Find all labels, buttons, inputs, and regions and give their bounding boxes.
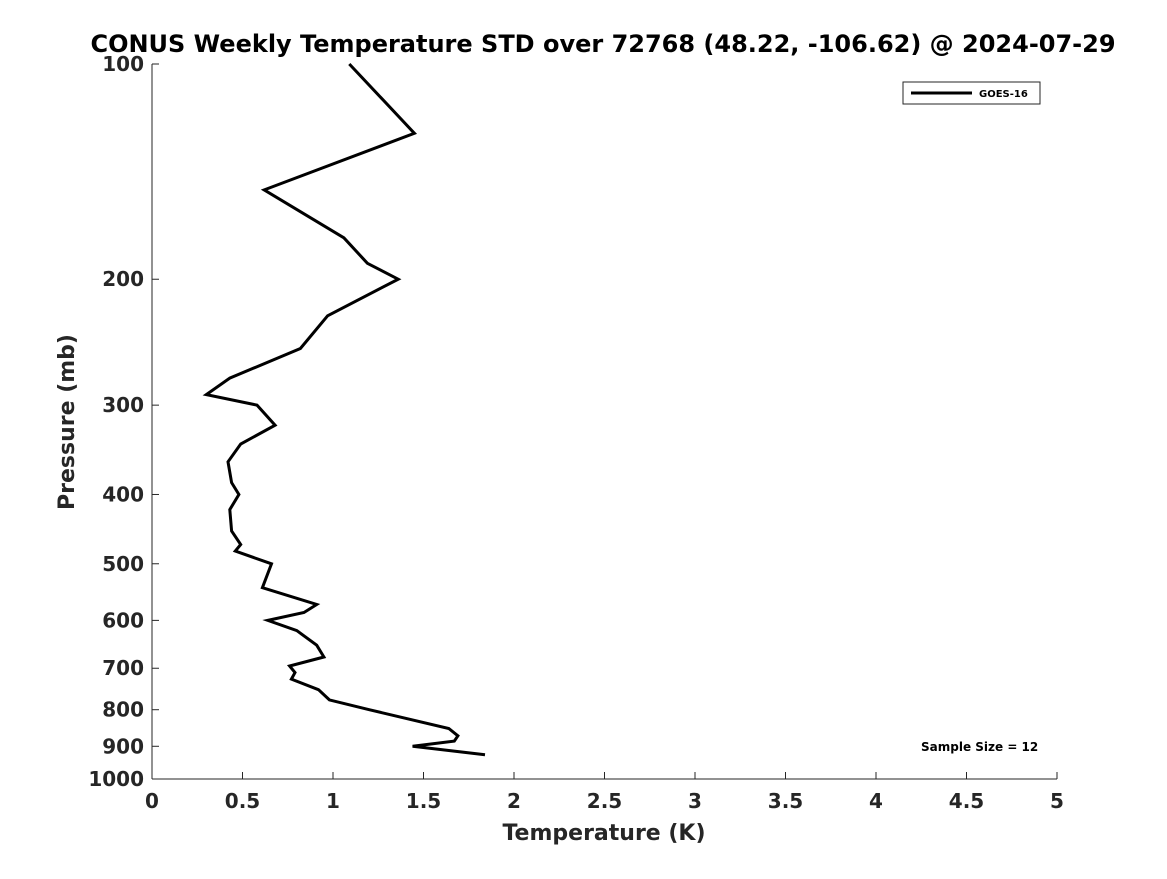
x-tick-label: 1: [326, 789, 340, 813]
y-tick-label: 800: [102, 698, 144, 722]
x-ticks-group: 0 0.5 1 1.5 2 2.5 3 3.5 4 4.5 5: [145, 772, 1064, 813]
x-axis-label: Temperature (K): [502, 821, 705, 846]
y-tick-label: 400: [102, 482, 144, 506]
y-tick-label: 100: [102, 52, 144, 76]
y-tick-label: 300: [102, 393, 144, 417]
chart-title: CONUS Weekly Temperature STD over 72768 …: [90, 30, 1115, 58]
x-tick-label: 4: [869, 789, 883, 813]
y-ticks-group: 100 200 300 400 500 600 700 800 900 1000: [88, 52, 159, 791]
x-tick-label: 1.5: [406, 789, 441, 813]
y-axis-label: Pressure (mb): [55, 334, 80, 510]
x-tick-label: 3: [688, 789, 702, 813]
legend-label-goes16: GOES-16: [979, 89, 1028, 100]
plot-series-group: [202, 62, 486, 757]
legend: GOES-16: [902, 81, 1041, 105]
x-tick-label: 2: [507, 789, 521, 813]
y-tick-label: 600: [102, 608, 144, 632]
sample-size-annotation: Sample Size = 12: [921, 740, 1038, 754]
y-tick-label: 700: [102, 656, 144, 680]
x-tick-label: 0.5: [225, 789, 260, 813]
y-tick-label: 500: [102, 552, 144, 576]
x-tick-label: 4.5: [949, 789, 984, 813]
x-tick-label: 3.5: [768, 789, 803, 813]
x-tick-label: 5: [1050, 789, 1064, 813]
y-tick-label: 1000: [88, 767, 144, 791]
x-tick-label: 0: [145, 789, 159, 813]
y-tick-label: 200: [102, 267, 144, 291]
y-tick-label: 900: [102, 734, 144, 758]
series-line-goes-16: [202, 62, 486, 757]
x-tick-label: 2.5: [587, 789, 622, 813]
